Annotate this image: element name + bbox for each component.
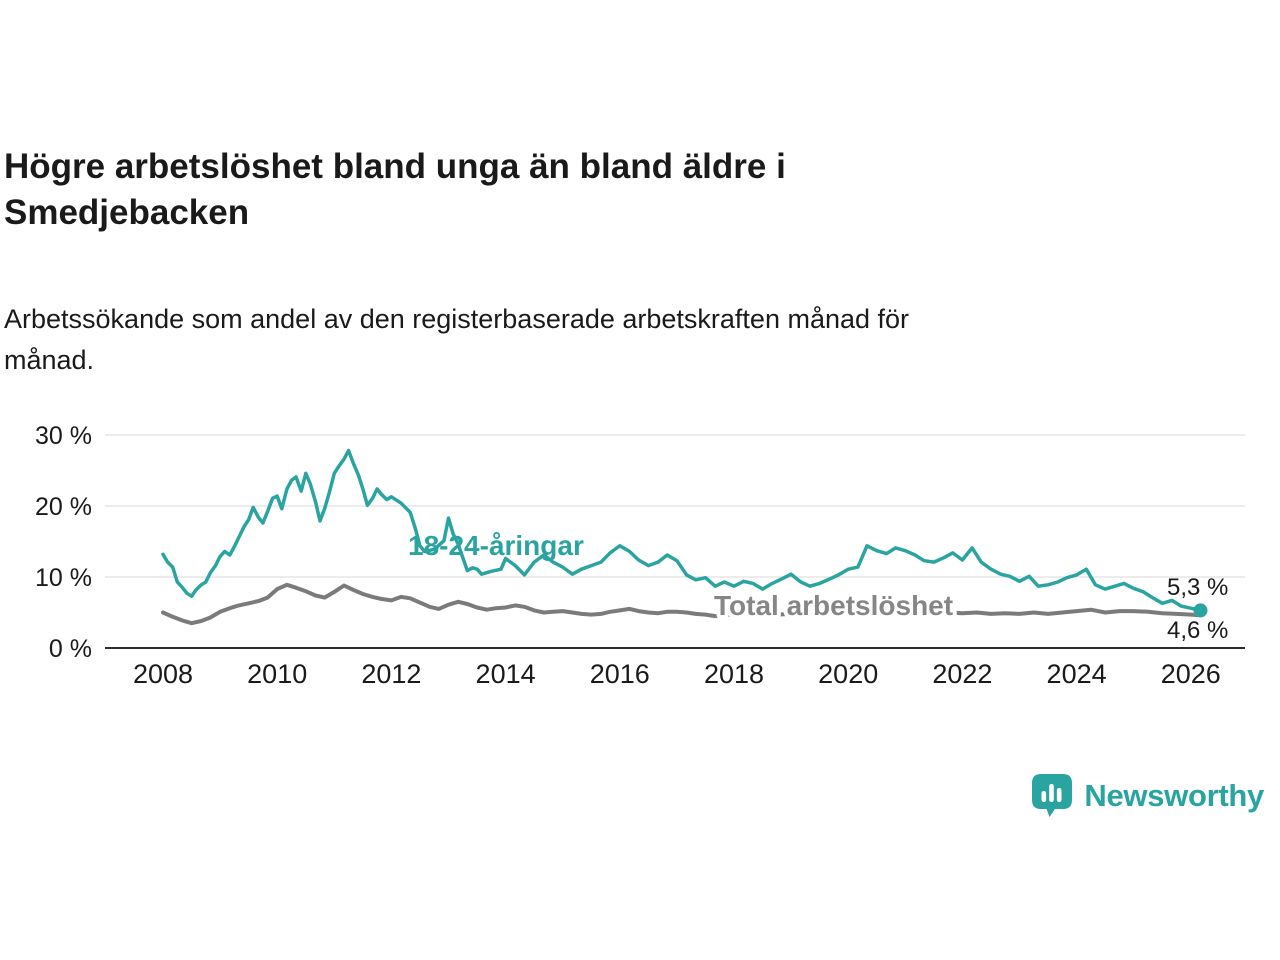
series-line-18-24 xyxy=(161,448,1203,613)
gridlines xyxy=(105,434,1245,578)
series-label-total-unemployment: Total arbetslöshet xyxy=(714,590,953,621)
line-chart: 0 % 10 % 20 % 30 % 2008 2010 2012 2014 2016 2018… xyxy=(35,422,1245,689)
x-axis-labels: 2008 2010 2012 2014 2016 2018 2020 2022 2024 2026 xyxy=(133,659,1221,689)
series-line-total-unemployment xyxy=(161,582,1203,626)
x-tick-label: 2022 xyxy=(932,659,992,689)
y-tick-label: 10 % xyxy=(35,564,92,592)
x-tick-label: 2008 xyxy=(133,659,193,689)
page-title: Högre arbetslöshet bland unga än bland ä… xyxy=(4,144,786,236)
x-tick-label: 2024 xyxy=(1047,659,1107,689)
end-value-label-18-24: 5,3 % xyxy=(1167,574,1228,601)
end-value-label-total: 4,6 % xyxy=(1167,617,1228,644)
series-endpoint-dot xyxy=(1193,603,1208,618)
series-label-18-24: 18-24-åringar xyxy=(408,530,584,561)
x-tick-label: 2014 xyxy=(476,659,536,689)
page-subtitle-line-2: månad. xyxy=(4,344,95,375)
y-tick-label: 0 % xyxy=(49,635,92,663)
x-tick-label: 2012 xyxy=(361,659,421,689)
page-subtitle: Arbetssökande som andel av den registerb… xyxy=(4,299,909,380)
x-tick-label: 2020 xyxy=(818,659,878,689)
page-subtitle-line-1: Arbetssökande som andel av den registerb… xyxy=(4,304,910,334)
x-tick-label: 2010 xyxy=(247,659,307,689)
x-tick-label: 2018 xyxy=(704,659,764,689)
y-axis-labels: 0 % 10 % 20 % 30 % xyxy=(35,422,92,663)
newsworthy-brand-link[interactable]: Newsworthy xyxy=(1030,773,1264,819)
y-tick-label: 20 % xyxy=(35,493,92,521)
x-tick-label: 2026 xyxy=(1161,659,1221,689)
newsworthy-brand-name: Newsworthy xyxy=(1084,778,1264,813)
page-title-line-1: Högre arbetslöshet bland unga än bland ä… xyxy=(4,147,786,186)
bar-chart-speech-bubble-icon xyxy=(1032,774,1073,817)
page-title-line-2: Smedjebacken xyxy=(4,193,250,233)
x-tick-label: 2016 xyxy=(590,659,650,689)
y-tick-label: 30 % xyxy=(35,422,92,450)
